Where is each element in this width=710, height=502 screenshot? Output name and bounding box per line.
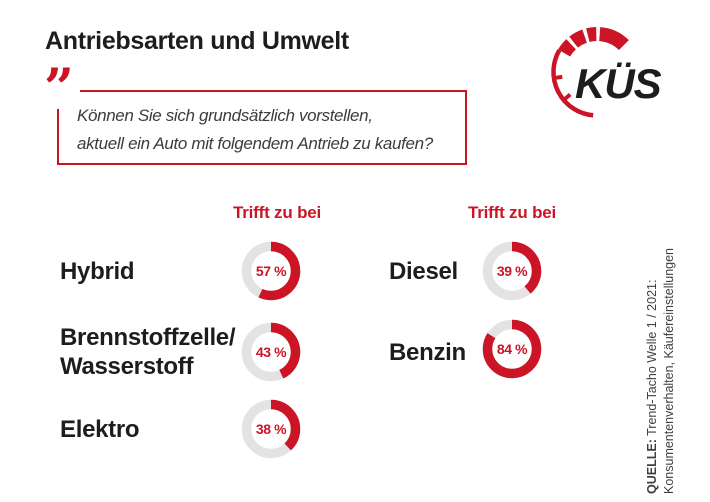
- source-line-2: Konsumentenverhalten, Käufereinstellunge…: [662, 247, 676, 494]
- source-label: QUELLE:: [645, 439, 659, 494]
- logo-text: KÜS: [575, 60, 662, 107]
- quote-mark-icon: ”: [42, 67, 80, 109]
- donut-chart-elektro: 38 %: [240, 398, 302, 460]
- kus-logo: KÜS: [545, 18, 695, 124]
- drive-type-label-benzin: Benzin: [389, 339, 466, 366]
- quote-line-1: Können Sie sich grundsätzlich vorstellen…: [77, 106, 373, 125]
- donut-value-label: 38 %: [255, 421, 287, 437]
- column-header-left: Trifft zu bei: [232, 203, 322, 222]
- donut-value-label: 84 %: [496, 341, 528, 357]
- source-line-1: QUELLE: Trend-Tacho Welle 1 / 2021:: [645, 279, 659, 494]
- speedometer-arc-icon: KÜS: [551, 27, 663, 118]
- quote-line-2: aktuell ein Auto mit folgendem Antrieb z…: [77, 134, 433, 153]
- donut-value-label: 39 %: [496, 263, 528, 279]
- donut-value-label: 57 %: [255, 263, 287, 279]
- page-title: Antriebsarten und Umwelt: [45, 27, 349, 55]
- column-header-right: Trifft zu bei: [467, 203, 557, 222]
- donut-chart-diesel: 39 %: [481, 240, 543, 302]
- drive-type-label-brennstoffzelle: Brennstoffzelle/ Wasserstoff: [60, 324, 236, 380]
- drive-type-label-diesel: Diesel: [389, 258, 458, 285]
- donut-chart-hybrid: 57 %: [240, 240, 302, 302]
- donut-value-label: 43 %: [255, 344, 287, 360]
- quote-box: ” Können Sie sich grundsätzlich vorstell…: [42, 67, 467, 165]
- drive-type-label-elektro: Elektro: [60, 416, 140, 443]
- donut-chart-brennstoffzelle: 43 %: [240, 321, 302, 383]
- source-note: QUELLE: Trend-Tacho Welle 1 / 2021: Kons…: [644, 248, 678, 494]
- survey-question: Können Sie sich grundsätzlich vorstellen…: [77, 102, 461, 158]
- drive-type-label-hybrid: Hybrid: [60, 258, 135, 285]
- donut-chart-benzin: 84 %: [481, 318, 543, 380]
